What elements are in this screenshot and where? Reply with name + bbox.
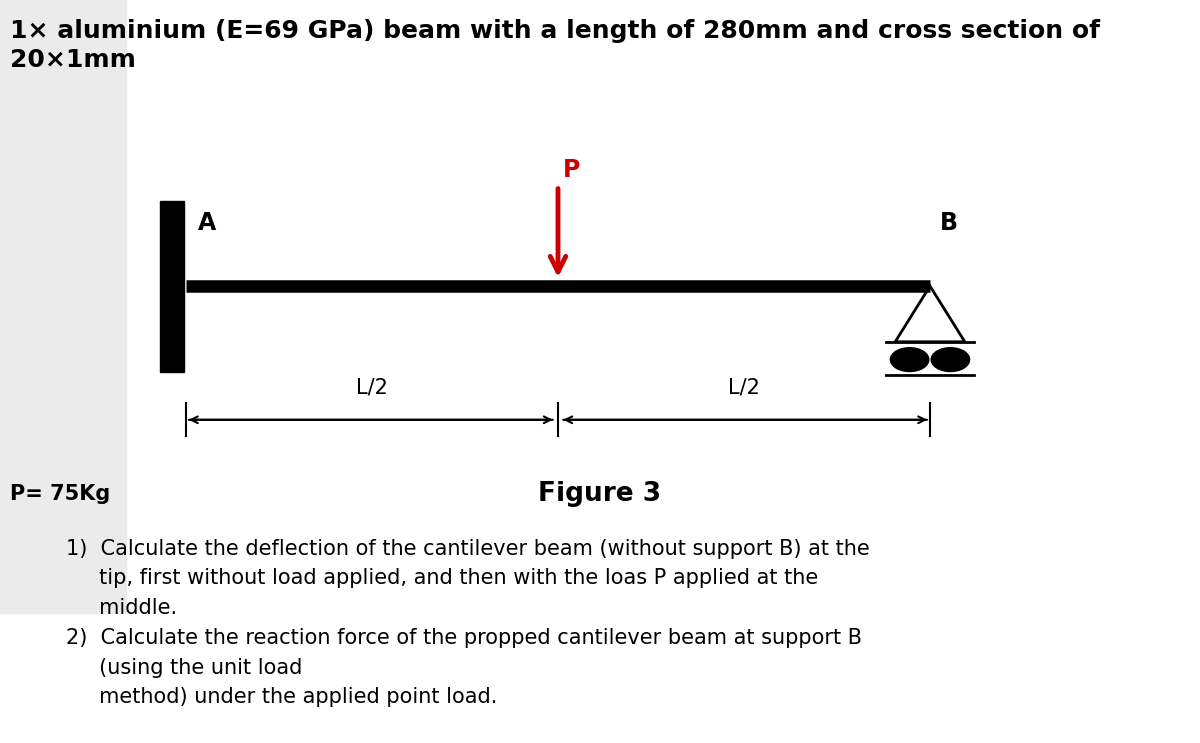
Text: method) under the applied point load.: method) under the applied point load. (66, 687, 497, 707)
Bar (160, 201, 184, 372)
Text: 1× aluminium (E=69 GPa) beam with a length of 280mm and cross section of
20×1mm: 1× aluminium (E=69 GPa) beam with a leng… (10, 19, 1099, 72)
Text: 1)  Calculate the deflection of the cantilever beam (without support B) at the: 1) Calculate the deflection of the canti… (66, 539, 870, 559)
Text: (using the unit load: (using the unit load (66, 658, 302, 678)
Circle shape (931, 348, 970, 372)
Text: B: B (940, 211, 958, 235)
Text: 2)  Calculate the reaction force of the propped cantilever beam at support B: 2) Calculate the reaction force of the p… (66, 628, 862, 648)
Text: P: P (563, 158, 580, 182)
Circle shape (890, 348, 929, 372)
Bar (0, 0, 126, 613)
Text: P= 75Kg: P= 75Kg (10, 484, 110, 504)
Text: Figure 3: Figure 3 (539, 481, 661, 507)
Text: L/2: L/2 (728, 377, 760, 398)
Text: L/2: L/2 (356, 377, 388, 398)
Text: tip, first without load applied, and then with the loas P applied at the: tip, first without load applied, and the… (66, 568, 818, 588)
Text: middle.: middle. (66, 598, 178, 618)
Text: A: A (198, 211, 216, 235)
